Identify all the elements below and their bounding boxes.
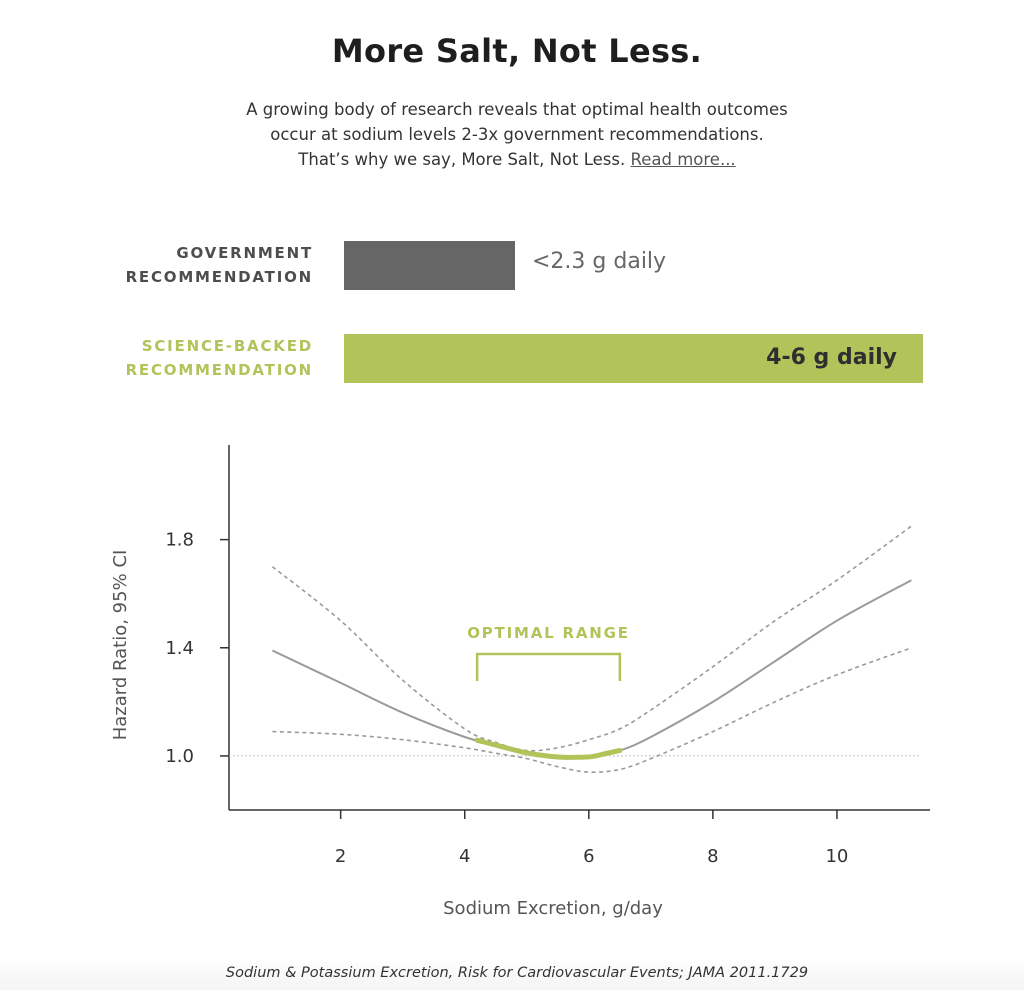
footer-bar xyxy=(0,958,1024,990)
government-label-line-2: RECOMMENDATION xyxy=(125,268,313,286)
upper-ci-line xyxy=(271,525,912,752)
intro-line-2: occur at sodium levels 2-3x government r… xyxy=(270,125,764,144)
science-recommendation-value: 4-6 g daily xyxy=(766,345,897,370)
government-recommendation-bar xyxy=(344,241,515,290)
hazard-line xyxy=(271,579,912,759)
science-recommendation-bar: 4-6 g daily xyxy=(344,334,923,383)
optimal-range-label: OPTIMAL RANGE xyxy=(467,624,630,642)
x-tick-label: 2 xyxy=(335,846,346,867)
x-axis-title: Sodium Excretion, g/day xyxy=(443,898,663,919)
intro-paragraph: A growing body of research reveals that … xyxy=(0,97,1024,172)
optimal-range-bracket xyxy=(475,652,622,681)
y-tick-label: 1.0 xyxy=(165,746,194,767)
science-label-line-1: SCIENCE-BACKED xyxy=(141,337,313,355)
page-title: More Salt, Not Less. xyxy=(331,32,703,70)
science-label-line-2: RECOMMENDATION xyxy=(125,361,313,379)
y-tick-label: 1.4 xyxy=(165,638,194,659)
x-tick-label: 4 xyxy=(459,846,470,867)
x-tick-label: 6 xyxy=(583,846,594,867)
lower-ci-line xyxy=(272,647,912,774)
government-recommendation-value: <2.3 g daily xyxy=(532,249,667,274)
y-axis-title: Hazard Ratio, 95% CI xyxy=(110,550,131,741)
optimal-range-highlight xyxy=(474,737,623,760)
x-tick-label: 8 xyxy=(707,846,718,867)
source-caption: Sodium & Potassium Excretion, Risk for C… xyxy=(225,965,809,981)
intro-line-1: A growing body of research reveals that … xyxy=(246,100,788,119)
hazard-ratio-chart: 2 4 6 8 10 1.0 1.4 1.8 Sodium Excretion, g/day Ha… xyxy=(110,445,930,919)
government-recommendation-label: GOVERNMENT RECOMMENDATION xyxy=(73,241,313,289)
science-recommendation-label: SCIENCE-BACKED RECOMMENDATION xyxy=(73,334,313,382)
read-more-link[interactable]: Read more... xyxy=(630,150,736,169)
intro-line-3: That’s why we say, More Salt, Not Less. … xyxy=(0,147,1024,172)
government-label-line-1: GOVERNMENT xyxy=(176,244,313,262)
intro-line-3-text: That’s why we say, More Salt, Not Less. xyxy=(298,150,626,169)
y-tick-label: 1.8 xyxy=(165,530,194,551)
x-tick-label: 10 xyxy=(825,846,848,867)
